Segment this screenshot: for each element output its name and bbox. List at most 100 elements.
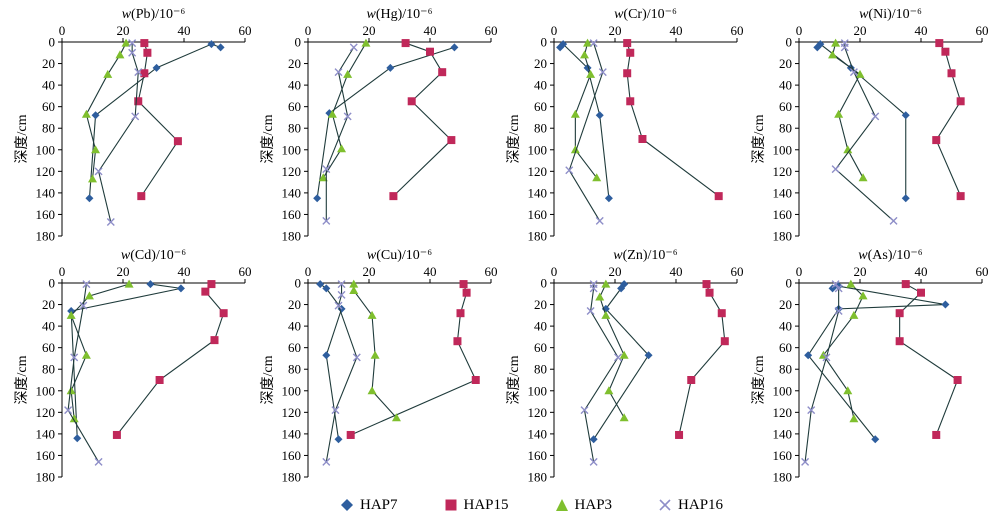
point-hap16 [322,216,331,225]
y-tick-label: 180 [36,470,56,485]
point-hap15 [112,430,121,439]
point-hap3 [391,413,401,422]
point-hap3 [88,174,97,183]
point-hap16 [580,406,589,415]
y-tick-label: 20 [42,56,55,71]
point-hap7 [644,351,653,360]
point-hap3 [570,109,580,118]
y-tick-label: 100 [282,142,302,157]
y-tick-label: 0 [295,35,302,50]
x-tick-label: 40 [424,264,437,279]
point-hap7 [941,300,950,309]
point-hap3 [124,279,134,288]
y-tick-label: 180 [282,470,302,485]
y-tick-label: 20 [42,297,55,312]
x-tick-label: 20 [609,23,622,38]
point-hap15 [956,192,965,201]
point-hap7 [152,63,161,72]
x-tick-label: 60 [239,264,252,279]
point-hap3 [831,38,841,47]
point-hap3 [586,69,596,78]
y-tick-label: 60 [42,99,55,114]
point-hap16 [64,406,73,415]
point-hap15 [137,192,146,201]
point-hap16 [352,353,361,362]
point-hap3 [361,38,371,47]
point-hap15 [201,287,210,296]
point-hap7 [559,40,568,49]
point-hap7 [316,280,325,289]
point-hap15 [438,68,447,77]
point-hap15 [901,280,910,289]
y-tick-label: 60 [42,340,55,355]
point-hap3 [843,145,853,154]
point-hap3 [849,310,859,319]
point-hap7 [589,435,598,444]
point-hap3 [84,291,94,300]
point-hap15 [917,288,925,297]
y-tick-label: 40 [779,319,792,334]
point-hap16 [831,165,840,174]
point-hap16 [589,284,598,293]
legend-marker-hap3 [555,498,569,512]
series-line-hap7 [70,283,182,439]
panel-title: w(Cu)/10⁻⁶ [367,248,432,263]
y-tick-label: 100 [773,142,793,157]
point-hap16 [840,43,849,52]
legend-label-hap3: HAP3 [574,496,613,513]
point-hap16 [849,68,858,77]
point-hap3 [604,386,614,395]
point-hap15 [623,69,632,78]
point-hap16 [889,216,898,225]
legend-item-hap7: HAP7 [340,497,398,514]
point-hap16 [331,406,340,415]
x-tick-label: 60 [731,264,744,279]
point-hap3 [855,69,865,78]
point-hap7 [216,43,225,52]
legend-item-hap16: HAP16 [658,497,723,514]
y-tick-label: 160 [773,448,793,463]
point-hap15 [210,336,219,345]
point-hap7 [85,194,94,203]
y-tick-label: 160 [528,448,548,463]
panel-title: w(Pb)/10⁻⁶ [122,7,186,22]
point-hap15 [407,97,416,106]
y-tick-label: 40 [42,78,55,93]
point-hap15 [626,97,635,106]
point-hap15 [143,48,152,57]
y-tick-label: 160 [528,207,548,222]
point-hap15 [895,309,904,318]
x-tick-label: 20 [117,23,130,38]
point-hap3 [580,50,589,59]
y-tick-label: 20 [288,297,301,312]
y-tick-label: 80 [42,362,55,377]
point-hap16 [349,43,358,52]
point-hap15 [471,376,480,384]
point-hap3 [846,279,856,288]
y-tick-label: 20 [288,56,301,71]
y-tick-label: 80 [288,121,301,136]
point-hap7 [595,111,604,120]
point-hap7 [828,284,837,293]
point-hap3 [828,50,838,59]
point-hap7 [313,194,322,203]
point-hap3 [349,286,359,295]
y-tick-label: 0 [49,276,56,291]
point-hap7 [146,280,155,289]
y-tick-label: 120 [528,405,548,420]
y-tick-label: 0 [295,276,302,291]
point-hap15 [947,69,956,78]
series-line-hap7 [316,46,455,199]
y-tick-label: 100 [528,383,548,398]
y-axis-label: 深度/cm [260,355,276,404]
point-hap16 [595,216,604,225]
y-tick-label: 160 [773,207,793,222]
y-tick-label: 120 [282,164,302,179]
y-tick-label: 140 [528,426,548,441]
point-hap15 [714,192,723,201]
legend-item-hap15: HAP15 [444,497,509,514]
point-hap16 [131,112,140,121]
x-tick-label: 20 [363,23,376,38]
point-hap16 [334,68,343,77]
series-line-hap3 [822,283,864,419]
